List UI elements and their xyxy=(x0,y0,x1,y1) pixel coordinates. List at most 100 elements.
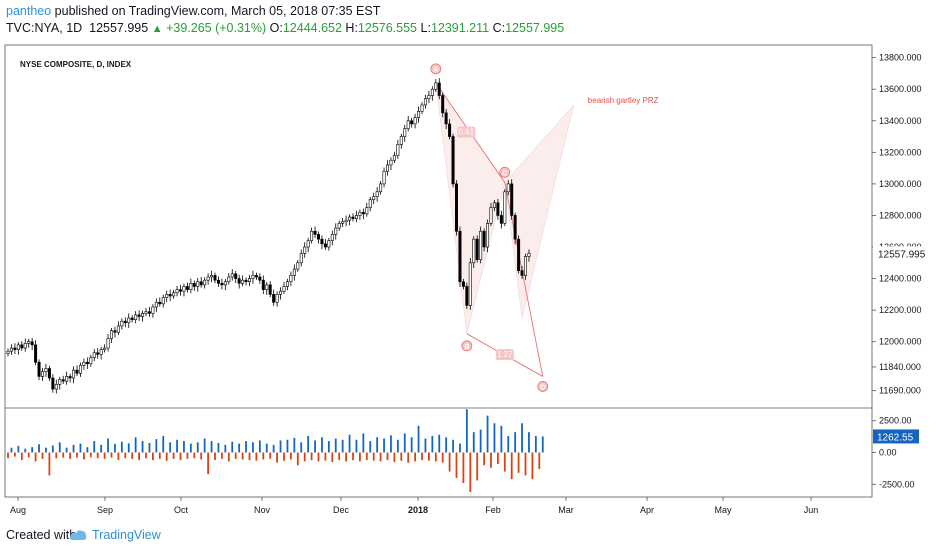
plot-border xyxy=(4,44,873,498)
volume-bar xyxy=(65,447,68,453)
candle-body xyxy=(282,286,286,292)
candle-body xyxy=(265,284,269,290)
volume-bar xyxy=(79,443,82,453)
volume-bar xyxy=(189,443,192,453)
candle-body xyxy=(144,311,148,314)
candle-body xyxy=(172,292,176,297)
volume-axis[interactable]: 2500.00 0.00 -2500.00 1262.55 xyxy=(872,416,919,490)
candle-body xyxy=(196,281,200,287)
volume-bar xyxy=(45,447,47,453)
volume-bar xyxy=(345,452,347,462)
candle-body xyxy=(420,104,424,112)
candle-body xyxy=(451,136,455,185)
volume-bar xyxy=(76,452,78,458)
point-label: D xyxy=(540,384,545,391)
candle-body xyxy=(392,155,396,161)
volume-bar xyxy=(124,452,127,459)
volume-bar xyxy=(14,452,16,457)
candle-body xyxy=(175,289,179,294)
price-tick-label: 12400.000 xyxy=(879,274,922,284)
candle-body xyxy=(316,234,320,240)
candle-body xyxy=(210,275,214,278)
pattern-point-c: C xyxy=(499,166,511,178)
tradingview-brand[interactable]: TradingView xyxy=(92,528,161,542)
tradingview-logo-icon[interactable] xyxy=(68,527,88,543)
candle-body xyxy=(254,275,258,278)
candle-body xyxy=(382,170,386,185)
price-tick-label: 13800.000 xyxy=(879,53,922,63)
volume-bar xyxy=(310,452,313,461)
candle-body xyxy=(499,215,503,224)
time-tick-label: Oct xyxy=(174,505,189,515)
volume-bar xyxy=(238,443,241,453)
volume-bar xyxy=(114,443,116,453)
candle-body xyxy=(358,211,362,216)
volume-bar xyxy=(241,452,244,460)
price-chart[interactable]: A B C D 0.61 1.27 bearish gartley PRZ 13800.00… xyxy=(0,40,932,520)
candle-body xyxy=(106,338,110,349)
candle-body xyxy=(296,262,300,270)
candle-body xyxy=(444,112,448,125)
volume-bar xyxy=(148,442,151,453)
volume-bar xyxy=(55,452,58,459)
volume-bar xyxy=(262,452,265,460)
candle-body xyxy=(206,276,210,281)
volume-bar xyxy=(341,439,344,453)
chart-header: pantheo published on TradingView.com, Ma… xyxy=(0,0,932,40)
volume-bar xyxy=(531,452,534,480)
volume-bar xyxy=(83,452,85,460)
candle-body xyxy=(334,227,338,235)
volume-bar xyxy=(372,452,375,461)
time-tick-label: Nov xyxy=(254,505,271,515)
volume-bar xyxy=(514,432,517,453)
volume-bar xyxy=(107,438,109,453)
last-price: 12557.995 xyxy=(89,21,149,35)
author-link[interactable]: pantheo xyxy=(6,4,52,18)
candle-body xyxy=(72,369,76,379)
candle-body xyxy=(344,219,348,223)
volume-bar xyxy=(524,452,527,476)
candle-body xyxy=(54,384,58,390)
candle-body xyxy=(430,88,434,96)
volume-bar xyxy=(252,442,254,453)
volume-bar xyxy=(448,452,451,472)
candle-body xyxy=(399,136,403,145)
candle-body xyxy=(165,294,169,298)
candle-body xyxy=(492,202,496,208)
candle-body xyxy=(306,240,310,248)
volume-bar xyxy=(117,452,120,461)
time-axis[interactable]: Aug Sep Oct Nov Dec 2018 Feb Mar Apr May Jun xyxy=(10,497,818,515)
volume-bar xyxy=(472,432,475,453)
price-axis[interactable]: 13800.000 13600.000 13400.000 13200.000 1300… xyxy=(872,53,931,396)
volume-bar xyxy=(459,443,461,453)
candle-body xyxy=(213,275,217,281)
candle-body xyxy=(368,199,372,208)
volume-bar xyxy=(100,444,103,453)
volume-bar xyxy=(462,452,465,484)
volume-bar xyxy=(24,448,27,453)
candle-body xyxy=(327,240,331,248)
candle-body xyxy=(154,301,158,308)
volume-bar xyxy=(396,439,399,453)
volume-bar xyxy=(303,452,306,462)
candle-body xyxy=(285,281,289,287)
volume-bar xyxy=(234,452,237,459)
candles-layer xyxy=(6,78,531,394)
candle-body xyxy=(279,290,283,295)
candle-body xyxy=(61,379,65,382)
candle-body xyxy=(303,246,307,254)
candle-body xyxy=(40,371,44,377)
candle-body xyxy=(410,120,414,125)
volume-bar xyxy=(31,447,34,453)
point-marker xyxy=(499,166,511,178)
gartley-pattern[interactable]: A B C D 0.61 1.27 bearish gartley PRZ xyxy=(430,63,659,392)
candle-body xyxy=(65,376,69,382)
candle-body xyxy=(372,196,376,200)
volume-bar xyxy=(62,452,65,458)
candle-body xyxy=(216,279,220,284)
volume-bar xyxy=(93,441,96,453)
price-tick-label: 11690.000 xyxy=(879,386,921,396)
volume-bar xyxy=(421,452,423,461)
symbol-label[interactable]: TVC:NYA, 1D xyxy=(6,21,83,35)
candle-body xyxy=(85,361,89,365)
